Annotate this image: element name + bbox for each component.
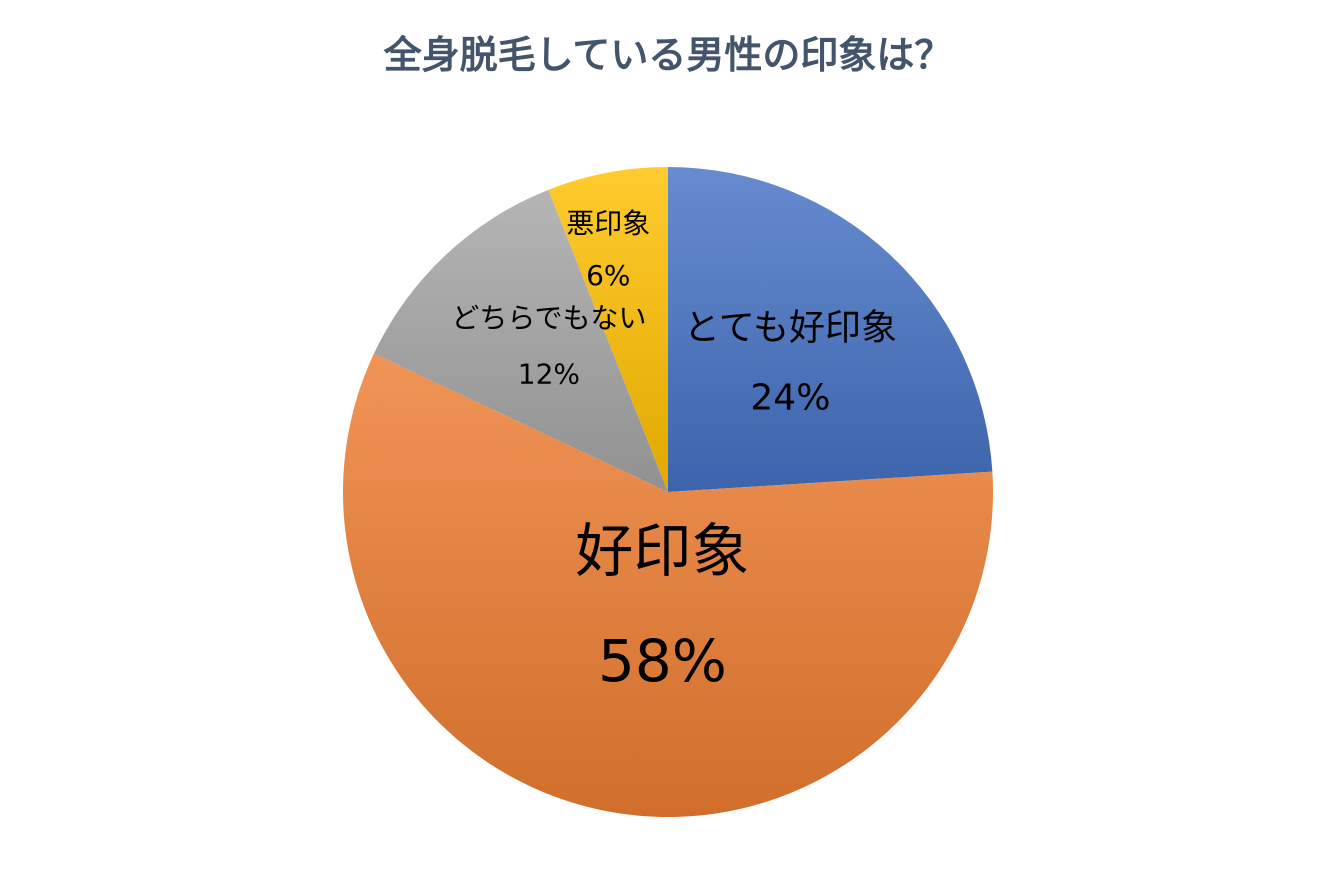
pie-slice-3 bbox=[548, 167, 668, 492]
pie-slice-2 bbox=[373, 189, 668, 492]
slice-value-label-2: 12% bbox=[518, 358, 580, 391]
pie-slices bbox=[343, 167, 994, 817]
pie-slice-1 bbox=[343, 353, 994, 817]
slice-category-label-2: どちらでもない bbox=[451, 302, 646, 335]
slice-category-label-3: 悪印象 bbox=[566, 207, 650, 240]
chart-title: 全身脱毛している男性の印象は？ bbox=[383, 33, 953, 77]
slice-category-label-1: 好印象 bbox=[575, 517, 749, 585]
slice-category-label-0: とても好印象 bbox=[684, 307, 897, 348]
slice-value-label-3: 6% bbox=[586, 259, 630, 292]
pie-labels: とても好印象 24% 好印象 58% どちらでもない 12% 悪印象 6% bbox=[451, 207, 897, 695]
slice-value-label-1: 58% bbox=[598, 627, 727, 695]
pie-slice-0 bbox=[668, 167, 993, 492]
slice-value-label-0: 24% bbox=[750, 377, 830, 418]
